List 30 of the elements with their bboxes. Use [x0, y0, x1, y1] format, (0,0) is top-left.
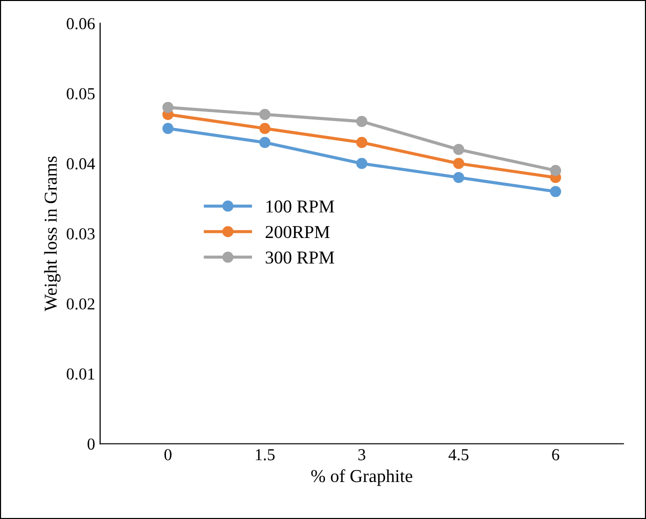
y-tick-label: 0.03: [66, 228, 95, 240]
point: [550, 186, 562, 198]
point: [356, 116, 368, 127]
legend-label: 100 RPM: [266, 200, 334, 213]
legend-label: 300 RPM: [266, 251, 334, 264]
y-tick-label: 0.01: [66, 368, 94, 380]
point: [259, 122, 270, 134]
point: [453, 158, 464, 170]
x-tick-label: 4.5: [448, 449, 468, 460]
y-tick-label: 0.06: [66, 18, 95, 30]
point: [259, 136, 270, 148]
y-tick-label: 0.04: [66, 158, 96, 170]
point: [162, 122, 174, 134]
legend-label: 200RPM: [266, 226, 330, 238]
point: [356, 136, 368, 148]
point: [453, 172, 464, 184]
point: [356, 158, 368, 170]
point: [453, 144, 464, 156]
point: [550, 164, 562, 176]
y-tick-label: 0.05: [66, 88, 95, 100]
x-tick-label: 1.5: [256, 449, 275, 460]
y-tick-label: 0: [88, 438, 95, 450]
y-axis-title: Weight loss in Grams: [44, 156, 61, 312]
y-tick-label: 0.02: [66, 298, 94, 310]
x-axis-title: % of Graphite: [311, 469, 412, 486]
x-tick-label: 3: [358, 449, 366, 460]
point: [162, 102, 174, 113]
point: [259, 108, 270, 120]
x-tick-label: 6: [552, 449, 560, 460]
x-tick-label: 0: [164, 449, 172, 460]
